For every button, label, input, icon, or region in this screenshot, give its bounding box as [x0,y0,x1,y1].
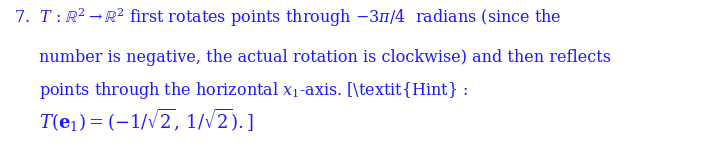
Text: number is negative, the actual rotation is clockwise) and then reflects: number is negative, the actual rotation … [39,49,611,66]
Text: 7.  $T$ : $\mathbb{R}^2 \rightarrow \mathbb{R}^2$ first rotates points through $: 7. $T$ : $\mathbb{R}^2 \rightarrow \math… [14,6,561,29]
Text: points through the horizontal $x_1$-axis. [\textit{Hint} :: points through the horizontal $x_1$-axis… [39,80,468,101]
Text: $T(\mathbf{e}_1) = (-1/\sqrt{2},\, 1/\sqrt{2}).$]: $T(\mathbf{e}_1) = (-1/\sqrt{2},\, 1/\sq… [39,107,254,134]
